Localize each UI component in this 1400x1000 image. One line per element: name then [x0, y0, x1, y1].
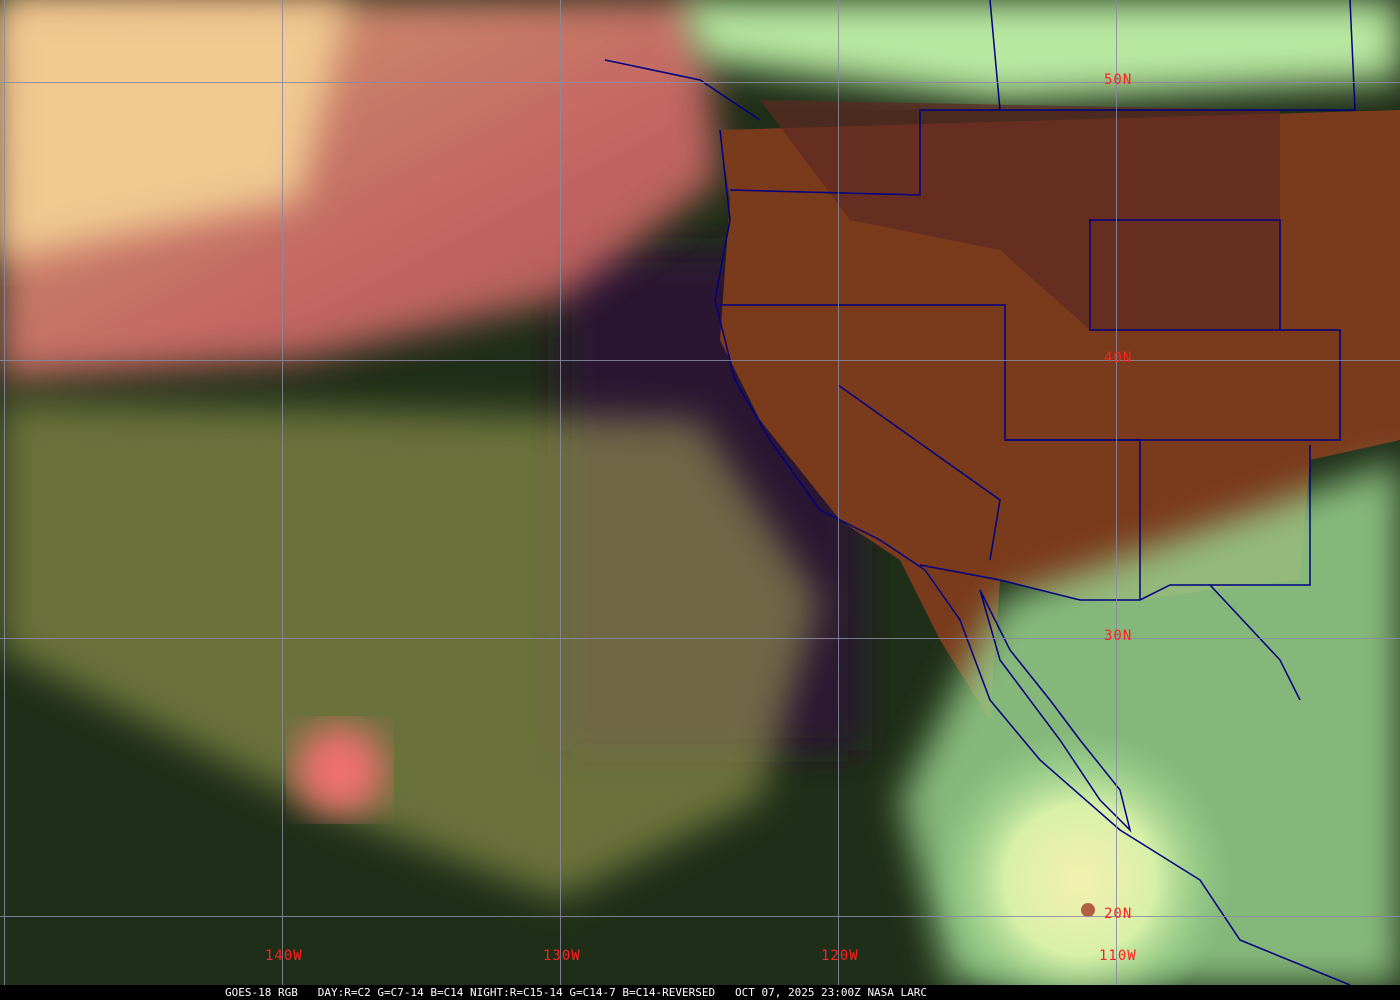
hurricane	[930, 730, 1230, 985]
northern-clouds	[0, 0, 350, 260]
longitude-line-140w	[282, 0, 283, 985]
longitude-label-130w: 130W	[543, 948, 581, 964]
caption-bar: GOES-18 RGB DAY:R=C2 G=C7-14 B=C14 NIGHT…	[0, 985, 1400, 1000]
longitude-label-120w: 120W	[821, 948, 859, 964]
northeast-clouds	[680, 0, 1400, 100]
latitude-line-30n	[0, 638, 1400, 639]
caption-timestamp: OCT 07, 2025 23:00Z	[734, 986, 861, 999]
stratocumulus	[0, 400, 820, 900]
pink-cloud-cluster	[295, 725, 385, 815]
latitude-label-20n: 20N	[1104, 906, 1133, 922]
longitude-line-120w	[838, 0, 839, 985]
hurricane-eye	[1081, 903, 1095, 917]
land-north	[760, 100, 1280, 330]
longitude-line-150w	[4, 0, 5, 985]
longitude-line-110w	[1116, 0, 1117, 985]
longitude-label-110w: 110W	[1099, 948, 1137, 964]
latitude-line-40n	[0, 360, 1400, 361]
caption-source: NASA LARC	[867, 986, 928, 999]
latitude-label-50n: 50N	[1104, 72, 1133, 88]
latitude-line-50n	[0, 82, 1400, 83]
latitude-line-20n	[0, 916, 1400, 917]
longitude-label-140w: 140W	[265, 948, 303, 964]
latitude-label-30n: 30N	[1104, 628, 1133, 644]
caption-product: GOES-18 RGB	[225, 986, 298, 999]
latitude-label-40n: 40N	[1104, 350, 1133, 366]
longitude-line-130w	[560, 0, 561, 985]
political-borders	[604, 0, 1356, 985]
caption-recipe: DAY:R=C2 G=C7-14 B=C14 NIGHT:R=C15-14 G=…	[317, 986, 716, 999]
